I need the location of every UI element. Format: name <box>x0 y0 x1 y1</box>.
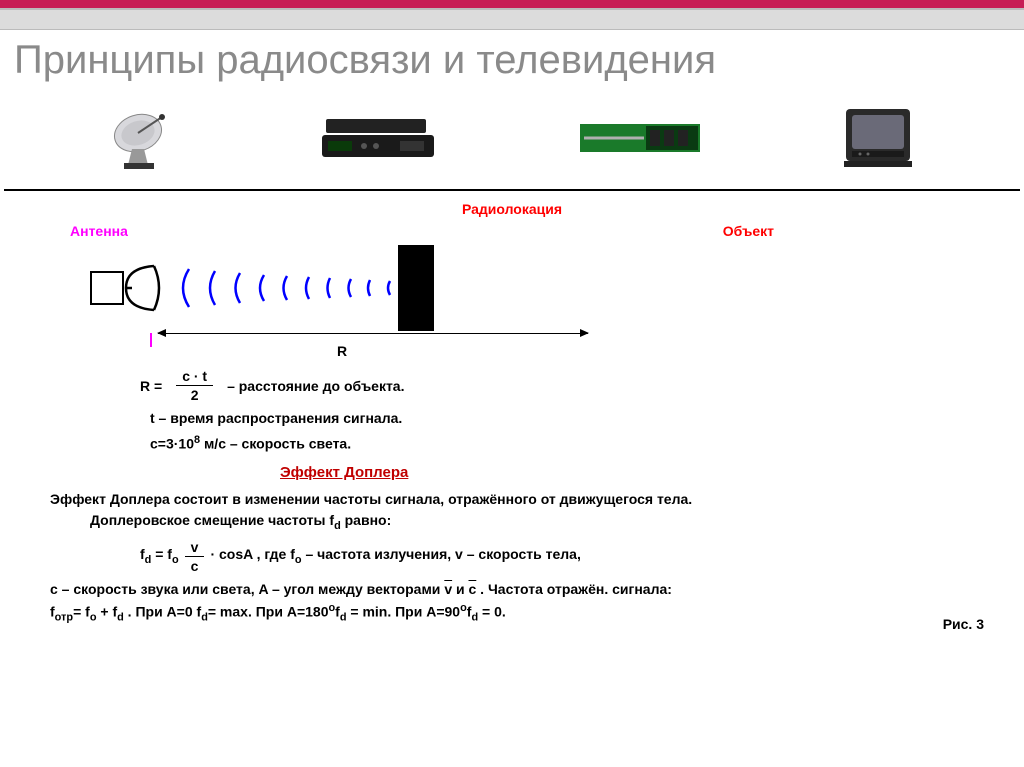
satellite-dish-icon <box>108 105 184 171</box>
doppler-heading: Эффект Доплера <box>30 456 994 487</box>
distance-arrow-icon <box>158 333 588 347</box>
accent-stripe <box>0 0 1024 8</box>
radiolocation-heading: Радиолокация <box>30 197 994 223</box>
c-description: c=3·108 м/с – скорость света. <box>30 430 994 456</box>
doppler-text: Эффект Доплера состоит в изменении часто… <box>30 487 994 626</box>
doppler-line5: fотр= fo + fd . При A=0 fd= max. При A=1… <box>50 600 994 626</box>
object-label: Объект <box>723 223 934 239</box>
radio-waves-icon <box>174 266 392 310</box>
R-equals: R = <box>140 378 162 394</box>
equipment-row <box>0 95 1024 189</box>
circuit-board-icon <box>576 116 706 160</box>
R-formula: R = c · t 2 – расстояние до объекта. <box>30 359 994 406</box>
doppler-line2: Доплеровское смещение частоты fd равно: <box>50 510 994 534</box>
target-object-icon <box>398 245 434 331</box>
doppler-line1: Эффект Доплера состоит в изменении часто… <box>50 489 994 510</box>
t-description: t – время распространения сигнала. <box>30 406 994 430</box>
receiver-icon <box>320 115 440 161</box>
vc-fraction: v c <box>185 540 205 573</box>
antenna-horn-icon <box>124 262 166 314</box>
tv-icon <box>842 105 916 171</box>
transmitter-box-icon <box>90 271 124 305</box>
R-fraction: c · t 2 <box>176 369 213 402</box>
fd-formula: fd = fo v c · cosA , где fo – частота из… <box>50 534 994 579</box>
page-title: Принципы радиосвязи и телевидения <box>0 30 1024 95</box>
antenna-label: Антенна <box>70 223 128 239</box>
R-description: – расстояние до объекта. <box>227 378 404 394</box>
radiolocation-label: Радиолокация <box>462 201 562 217</box>
header-bar <box>0 8 1024 30</box>
content-area: Радиолокация Антенна Объект R <box>0 191 1024 636</box>
radar-diagram <box>30 239 994 331</box>
doppler-line4: c – скорость звука или света, A – угол м… <box>50 579 994 600</box>
figure-label: Рис. 3 <box>943 616 984 632</box>
antenna-object-labels: Антенна Объект <box>30 223 994 239</box>
